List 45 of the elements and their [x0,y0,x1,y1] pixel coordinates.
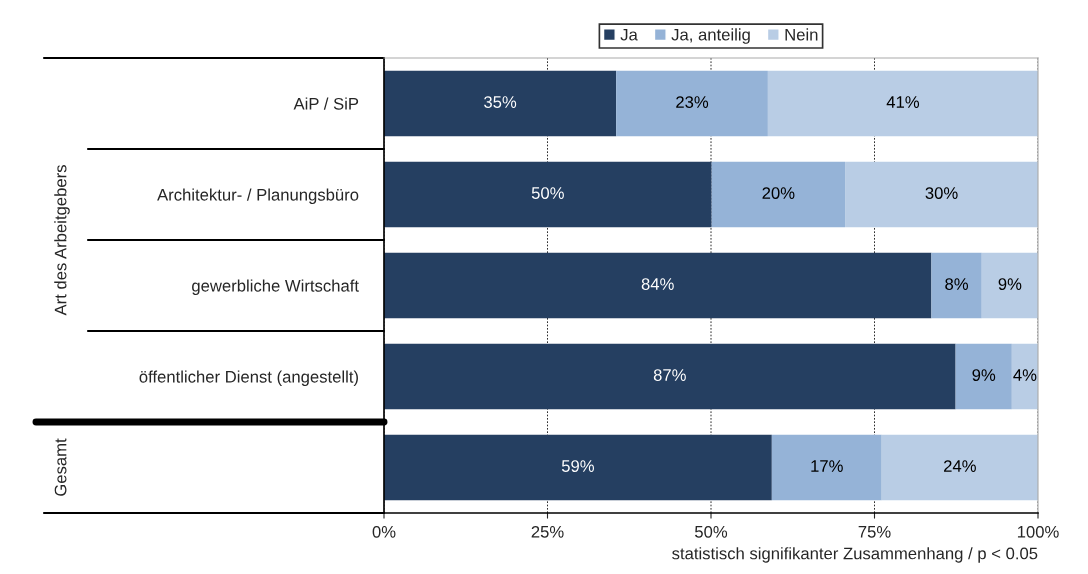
data-label: 9% [998,278,1022,290]
y-tick-label: öffentlicher Dienst (angestellt) [139,370,358,386]
x-tick-label: 75% [858,526,891,538]
data-label: 87% [653,369,686,381]
data-label: 35% [484,96,517,108]
data-label: 41% [886,96,920,108]
bar [384,252,932,319]
text: statistisch signifikanter Zusammenhang / p < 0.05 [672,547,1038,563]
x-tick-label: 0% [372,525,396,538]
bar [955,343,1012,410]
y-tick-label: gewerbliche Wirtschaft [192,279,359,295]
data-label: 84% [641,278,674,290]
bar [845,161,1038,228]
data-label: 59% [561,460,594,472]
data-label: 23% [676,96,709,108]
bar [981,252,1038,319]
x-tick-label: 100% [1017,525,1059,538]
bar [1011,343,1038,410]
series-label: Ja [620,28,638,41]
y-tick-label: Architektur- / Planungsbüro [157,188,359,204]
bar [384,161,712,228]
data-label: 9% [972,369,996,381]
data-label: 17% [811,460,843,472]
text: Art des Arbeitgebers [54,165,70,316]
bar [384,70,617,137]
data-label: 4% [1013,369,1037,381]
text: Gesamt [54,438,67,496]
x-tick-label: 25% [531,525,564,538]
data-label: 50% [531,187,564,199]
legend-label: Ja, anteilig [671,28,750,44]
bar [767,70,1038,137]
bar [384,434,772,501]
data-label: 30% [925,187,958,199]
data-label: 24% [944,460,976,472]
bar [616,70,768,137]
bar [711,161,846,228]
data-label: 8% [945,278,969,290]
y-tick-label: AiP / SiP [293,97,359,110]
bar [771,434,882,501]
bar [881,434,1038,501]
x-tick-label: 50% [694,525,728,538]
data-label: 20% [762,187,795,199]
bar [384,343,956,410]
legend-label: Nein [785,28,818,41]
bar [931,252,982,319]
